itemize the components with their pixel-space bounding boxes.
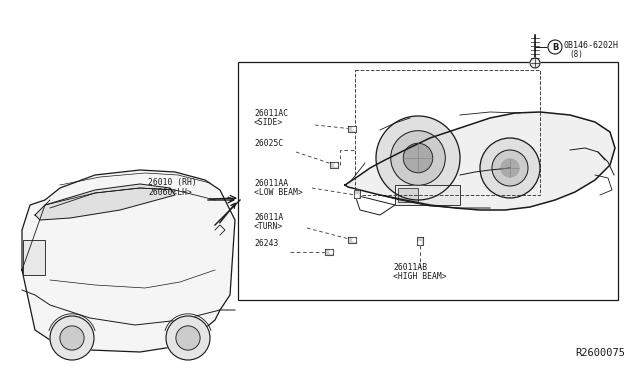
Circle shape bbox=[376, 116, 460, 200]
Circle shape bbox=[353, 238, 355, 241]
Polygon shape bbox=[330, 162, 338, 168]
Circle shape bbox=[403, 143, 433, 173]
Text: <HIGH BEAM>: <HIGH BEAM> bbox=[393, 272, 447, 281]
Circle shape bbox=[330, 250, 333, 253]
Circle shape bbox=[548, 40, 562, 54]
Polygon shape bbox=[354, 190, 360, 198]
Text: 26025C: 26025C bbox=[254, 139, 284, 148]
Circle shape bbox=[530, 58, 540, 68]
Bar bbox=[23, 240, 45, 275]
Text: 26011A: 26011A bbox=[254, 213, 284, 222]
Circle shape bbox=[390, 131, 445, 185]
Circle shape bbox=[492, 150, 528, 186]
Polygon shape bbox=[348, 237, 356, 243]
Polygon shape bbox=[348, 126, 356, 132]
Polygon shape bbox=[325, 249, 333, 255]
Bar bbox=[355, 70, 540, 195]
Polygon shape bbox=[417, 237, 423, 245]
Circle shape bbox=[353, 128, 355, 131]
Circle shape bbox=[419, 241, 422, 244]
Text: (8): (8) bbox=[569, 51, 583, 60]
Circle shape bbox=[166, 316, 210, 360]
Circle shape bbox=[355, 195, 358, 198]
Circle shape bbox=[480, 138, 540, 198]
Text: 0B146-6202H: 0B146-6202H bbox=[564, 42, 619, 51]
Polygon shape bbox=[345, 112, 615, 210]
Text: 26011AC: 26011AC bbox=[254, 109, 288, 118]
Text: 26060<LH>: 26060<LH> bbox=[148, 188, 192, 197]
Text: 26011AB: 26011AB bbox=[393, 263, 427, 272]
Bar bbox=[398, 188, 418, 202]
Circle shape bbox=[50, 316, 94, 360]
Text: 26243: 26243 bbox=[254, 239, 278, 248]
Circle shape bbox=[60, 326, 84, 350]
Text: <SIDE>: <SIDE> bbox=[254, 118, 284, 127]
Circle shape bbox=[176, 326, 200, 350]
Text: 26010 (RH): 26010 (RH) bbox=[148, 178, 196, 187]
Text: R2600075: R2600075 bbox=[575, 348, 625, 358]
Bar bbox=[238, 62, 618, 300]
Text: B: B bbox=[552, 42, 558, 51]
Text: <TURN>: <TURN> bbox=[254, 222, 284, 231]
Polygon shape bbox=[35, 184, 175, 220]
Circle shape bbox=[501, 159, 519, 177]
Text: <LOW BEAM>: <LOW BEAM> bbox=[254, 188, 303, 197]
Bar bbox=[395, 185, 460, 205]
Text: 26011AA: 26011AA bbox=[254, 179, 288, 188]
Circle shape bbox=[335, 164, 337, 167]
Polygon shape bbox=[22, 170, 235, 352]
